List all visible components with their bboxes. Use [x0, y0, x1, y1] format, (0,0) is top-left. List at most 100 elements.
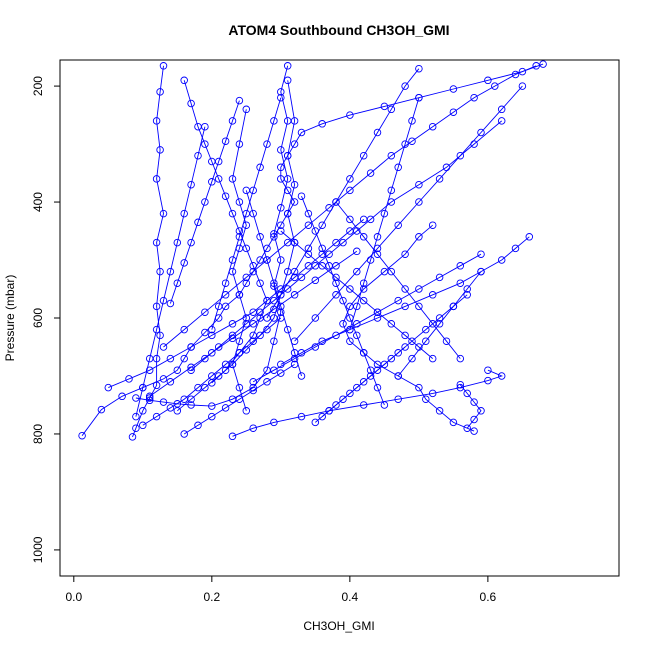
series-20 [290, 82, 527, 345]
data-point [422, 325, 430, 334]
data-point [311, 314, 320, 322]
data-point [270, 418, 278, 427]
x-tick-label: 0.2 [203, 590, 220, 604]
data-point [159, 375, 168, 383]
data-point [422, 395, 430, 403]
data-point [208, 412, 216, 421]
data-point [159, 209, 168, 218]
data-point [332, 262, 340, 270]
data-point [208, 372, 216, 380]
data-point [180, 76, 188, 85]
data-point [290, 140, 299, 148]
data-point [532, 62, 540, 70]
x-tick-label: 0.0 [65, 590, 82, 604]
series-line [321, 346, 406, 417]
data-point [408, 137, 416, 145]
data-point [470, 427, 478, 435]
data-point [394, 296, 402, 305]
data-point [290, 117, 299, 125]
data-point [235, 349, 244, 357]
data-point [277, 227, 285, 235]
data-point [491, 82, 499, 90]
data-point [394, 372, 402, 380]
data-point [139, 407, 147, 415]
data-point [463, 389, 471, 398]
data-point [415, 383, 423, 392]
y-tick-label: 1000 [31, 536, 45, 563]
data-point [166, 354, 175, 363]
plot-area [78, 60, 547, 441]
series-line [245, 190, 302, 377]
data-point [201, 122, 209, 131]
series-line [349, 97, 420, 330]
data-point [332, 279, 340, 287]
data-point [214, 157, 223, 166]
data-point [366, 372, 375, 380]
data-point [180, 209, 188, 218]
data-point [518, 67, 527, 76]
data-point [97, 405, 106, 414]
data-point [249, 209, 257, 218]
data-point [318, 221, 326, 229]
data-point [249, 337, 257, 345]
data-point [173, 366, 182, 374]
data-point [401, 250, 409, 258]
data-point [242, 279, 251, 287]
data-point [353, 247, 361, 256]
data-point [249, 378, 257, 386]
series-27 [263, 64, 423, 322]
data-point [339, 320, 347, 328]
data-point [422, 337, 430, 345]
data-point [394, 163, 402, 172]
data-point [463, 285, 471, 293]
data-point [249, 386, 257, 395]
data-point [242, 407, 251, 415]
data-point [359, 285, 368, 293]
data-point [394, 221, 402, 229]
series-line [183, 80, 268, 384]
data-point [180, 354, 188, 363]
data-point [477, 128, 485, 137]
data-point [428, 221, 437, 229]
data-point [221, 404, 230, 412]
data-point [539, 60, 547, 68]
data-point [311, 343, 320, 351]
data-point [270, 337, 278, 345]
data-point [408, 354, 416, 363]
data-point [387, 151, 396, 160]
data-point [290, 238, 299, 247]
data-point [525, 233, 534, 241]
series-15 [297, 192, 389, 409]
data-point [318, 262, 326, 270]
data-point [346, 285, 354, 293]
data-point [511, 244, 520, 253]
x-axis: 0.0 0.2 0.4 0.6 [65, 575, 497, 604]
data-point [304, 209, 313, 218]
data-point [228, 117, 237, 125]
data-point [339, 296, 347, 305]
data-point [428, 389, 437, 398]
data-point [228, 334, 237, 343]
series-line [252, 253, 482, 383]
data-point [283, 209, 292, 218]
data-point [118, 392, 126, 401]
data-point [235, 383, 244, 392]
series-14 [139, 314, 285, 430]
data-point [346, 215, 354, 224]
data-point [518, 82, 527, 90]
data-point [249, 320, 257, 328]
series-line [280, 236, 530, 365]
data-point [297, 192, 306, 200]
data-point [235, 198, 244, 206]
data-point [373, 366, 382, 374]
series-line [169, 100, 240, 304]
data-point [145, 396, 154, 405]
data-point [346, 389, 354, 398]
data-point [304, 244, 313, 253]
data-point [156, 88, 164, 96]
data-point [332, 238, 340, 247]
data-point [290, 180, 299, 189]
data-point [166, 267, 175, 276]
series-23 [346, 93, 423, 334]
data-point [263, 314, 271, 322]
